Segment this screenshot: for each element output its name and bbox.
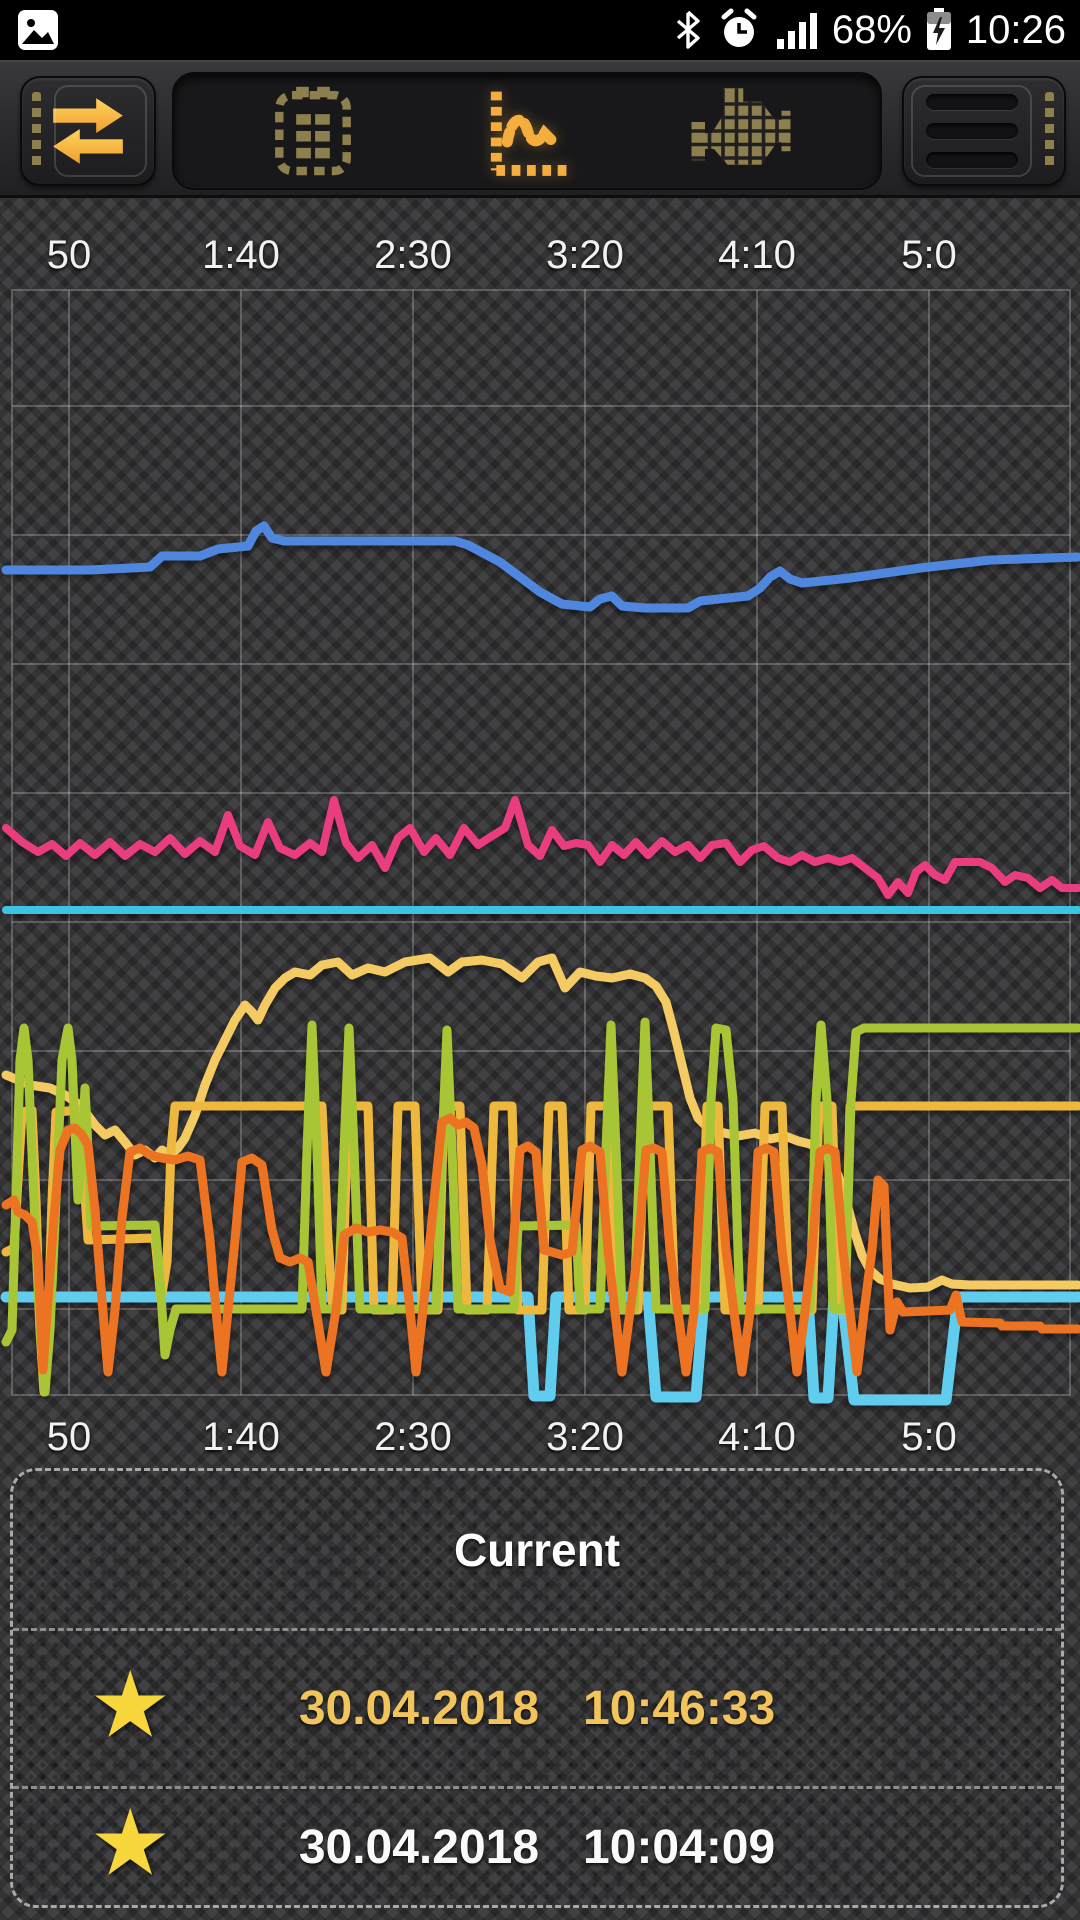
swap-arrows-icon: [53, 98, 123, 164]
session-date: 30.04.2018: [298, 1682, 540, 1735]
x-tick-label: 4:10: [718, 233, 796, 277]
tab-graph[interactable]: [452, 78, 602, 184]
status-bar: 68% 10:26: [0, 0, 1080, 60]
x-tick-label: 5:0: [901, 1415, 957, 1459]
hamburger-menu-icon: [926, 94, 1018, 168]
session-date: 30.04.2018: [298, 1820, 540, 1874]
button-outline: [54, 85, 147, 177]
battery-percent: 68%: [831, 7, 912, 52]
screenshot-notification-icon: [18, 10, 58, 50]
perforation-strip: [32, 92, 41, 170]
x-axis-labels-top: 50 1:40 2:30 3:20 4:10 5:0: [0, 226, 1080, 284]
session-row[interactable]: ★ 30.04.2018 10:46:33: [13, 1631, 1061, 1789]
x-tick-label: 4:10: [718, 1415, 796, 1459]
battery-charging-icon: [926, 8, 951, 50]
x-tick-label: 1:40: [202, 233, 280, 277]
star-icon[interactable]: ★: [89, 1792, 172, 1895]
x-tick-label: 1:40: [202, 1415, 280, 1459]
x-tick-label: 2:30: [374, 233, 452, 277]
menu-button[interactable]: [902, 76, 1066, 186]
signal-bars-icon: [776, 13, 817, 49]
swap-button[interactable]: [20, 76, 156, 186]
data-table-icon: [275, 86, 351, 176]
session-panel: Current ★ 30.04.2018 10:46:33 ★ 30.04.20…: [10, 1468, 1064, 1908]
x-tick-label: 50: [46, 233, 92, 277]
perforation-strip: [1045, 92, 1054, 170]
button-outline: [911, 85, 1032, 177]
session-row[interactable]: ★ 30.04.2018 10:04:09: [13, 1789, 1061, 1905]
engine-icon: [691, 88, 791, 165]
x-tick-label: 3:20: [546, 1415, 624, 1459]
x-tick-label: 3:20: [546, 233, 624, 277]
session-time: 10:46:33: [583, 1682, 776, 1735]
view-tab-group: [172, 72, 882, 190]
bluetooth-icon: [676, 10, 700, 49]
x-axis-labels-bottom: 50 1:40 2:30 3:20 4:10 5:0: [0, 1408, 1080, 1466]
star-icon[interactable]: ★: [89, 1653, 172, 1756]
toolbar: [0, 60, 1080, 198]
tab-engine[interactable]: [666, 78, 816, 184]
x-tick-label: 2:30: [374, 1415, 452, 1459]
tab-table[interactable]: [238, 78, 388, 184]
line-graph-icon: [490, 91, 567, 176]
panel-title: Current: [13, 1471, 1061, 1631]
x-tick-label: 50: [46, 1415, 92, 1459]
x-tick-label: 5:0: [901, 233, 957, 277]
session-timestamp: 30.04.2018 10:04:09: [299, 1820, 775, 1875]
alarm-clock-icon: [721, 8, 757, 47]
session-timestamp: 30.04.2018 10:46:33: [299, 1681, 775, 1736]
clock-text: 10:26: [965, 7, 1066, 52]
session-time: 10:04:09: [583, 1820, 776, 1874]
